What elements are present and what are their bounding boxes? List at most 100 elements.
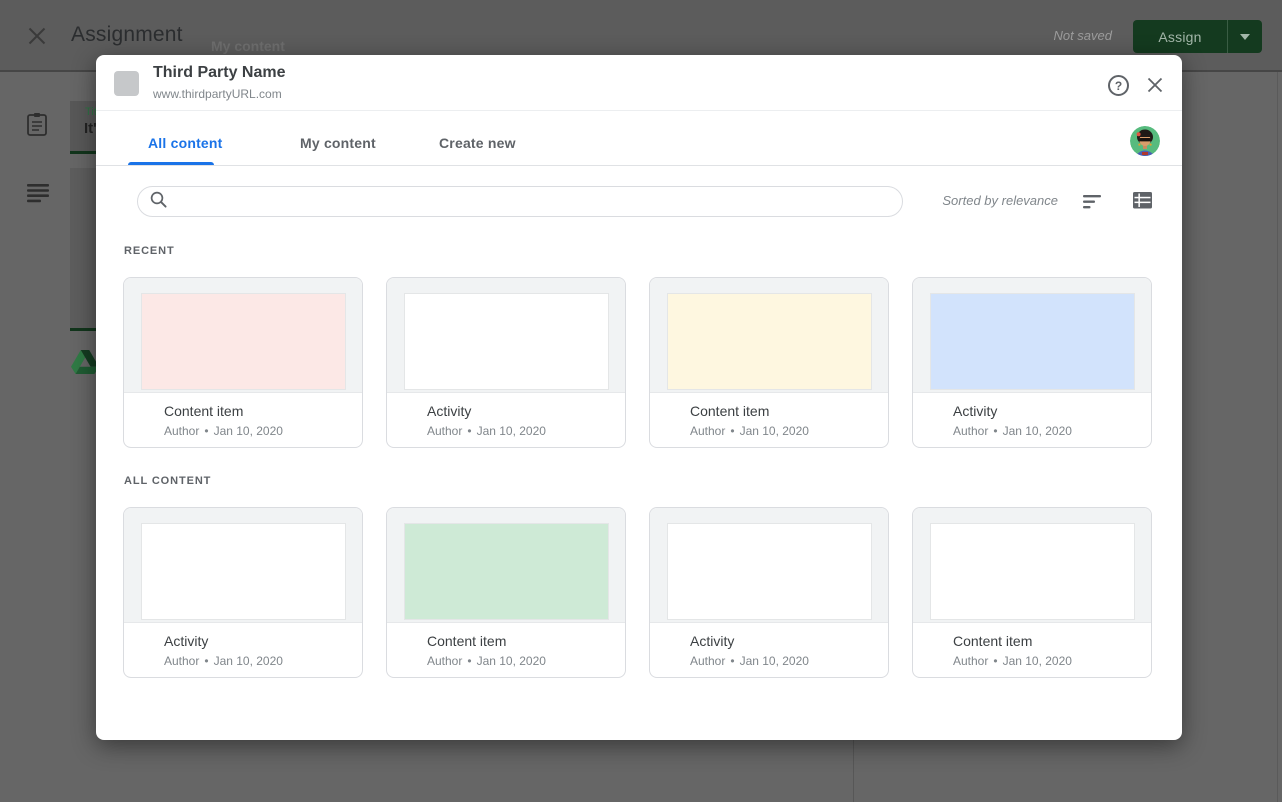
card-meta: Author • Jan 10, 2020	[164, 653, 348, 669]
card-thumbnail	[913, 278, 1151, 392]
card-meta: Author • Jan 10, 2020	[690, 653, 874, 669]
content-card[interactable]: Content item Author • Jan 10, 2020	[912, 507, 1152, 678]
card-footer: Activity Author • Jan 10, 2020	[124, 622, 362, 677]
card-meta: Author • Jan 10, 2020	[953, 653, 1137, 669]
third-party-picker-dialog: Third Party Name www.thirdpartyURL.com ?…	[96, 55, 1182, 740]
card-footer: Content item Author • Jan 10, 2020	[650, 392, 888, 447]
assign-button-divider	[1227, 20, 1228, 53]
card-meta: Author • Jan 10, 2020	[427, 423, 611, 439]
card-meta: Author • Jan 10, 2020	[953, 423, 1137, 439]
content-card[interactable]: Activity Author • Jan 10, 2020	[386, 277, 626, 448]
title-field-label: Tit	[85, 106, 97, 118]
assign-split-button[interactable]: Assign	[1133, 20, 1262, 53]
card-meta: Author • Jan 10, 2020	[690, 423, 874, 439]
card-meta: Author • Jan 10, 2020	[164, 423, 348, 439]
bullet-separator: •	[467, 654, 472, 668]
card-footer: Content item Author • Jan 10, 2020	[124, 392, 362, 447]
bullet-separator: •	[993, 654, 998, 668]
card-date: Jan 10, 2020	[739, 654, 809, 668]
third-party-url: www.thirdpartyURL.com	[153, 87, 282, 101]
help-glyph: ?	[1114, 78, 1123, 93]
card-date: Jan 10, 2020	[213, 424, 283, 438]
avatar[interactable]	[1130, 126, 1160, 156]
close-assignment-icon[interactable]	[27, 26, 47, 46]
card-title: Activity	[427, 403, 472, 419]
section-label-all-content: ALL CONTENT	[124, 475, 212, 487]
card-thumbnail	[387, 278, 625, 392]
card-date: Jan 10, 2020	[476, 424, 546, 438]
card-author: Author	[164, 654, 200, 668]
recent-card-row: Content item Author • Jan 10, 2020 Activit…	[123, 277, 1152, 448]
card-footer: Content item Author • Jan 10, 2020	[913, 622, 1151, 677]
card-preview	[668, 294, 871, 389]
content-card[interactable]: Content item Author • Jan 10, 2020	[123, 277, 363, 448]
search-icon	[150, 191, 167, 213]
card-author: Author	[164, 424, 200, 438]
sort-icon[interactable]	[1083, 195, 1101, 214]
card-author: Author	[953, 654, 989, 668]
card-date: Jan 10, 2020	[213, 654, 283, 668]
third-party-name: Third Party Name	[153, 64, 286, 81]
card-date: Jan 10, 2020	[1002, 424, 1072, 438]
card-meta: Author • Jan 10, 2020	[427, 653, 611, 669]
bullet-separator: •	[730, 654, 735, 668]
active-tab-underline	[128, 162, 214, 165]
card-footer: Activity Author • Jan 10, 2020	[650, 622, 888, 677]
card-footer: Content item Author • Jan 10, 2020	[387, 622, 625, 677]
card-thumbnail	[124, 508, 362, 622]
card-title: Content item	[427, 633, 507, 649]
card-preview	[668, 524, 871, 619]
third-party-logo	[114, 71, 139, 96]
tab-all-content[interactable]: All content	[148, 135, 223, 151]
bullet-separator: •	[204, 424, 209, 438]
card-thumbnail	[650, 278, 888, 392]
save-status: Not saved	[1053, 28, 1112, 43]
card-date: Jan 10, 2020	[739, 424, 809, 438]
card-title: Content item	[690, 403, 770, 419]
search-input[interactable]	[175, 189, 902, 214]
content-card[interactable]: Content item Author • Jan 10, 2020	[386, 507, 626, 678]
card-date: Jan 10, 2020	[476, 654, 546, 668]
section-label-recent: RECENT	[124, 245, 175, 257]
tab-bar: All content My content Create new	[96, 112, 1182, 166]
card-title: Activity	[690, 633, 735, 649]
tab-my-content[interactable]: My content	[300, 135, 376, 151]
content-card[interactable]: Content item Author • Jan 10, 2020	[649, 277, 889, 448]
chevron-down-icon	[1240, 33, 1250, 40]
bullet-separator: •	[993, 424, 998, 438]
card-footer: Activity Author • Jan 10, 2020	[387, 392, 625, 447]
card-date: Jan 10, 2020	[1002, 654, 1072, 668]
help-icon[interactable]: ?	[1108, 75, 1129, 96]
content-card[interactable]: Activity Author • Jan 10, 2020	[123, 507, 363, 678]
assign-button[interactable]: Assign	[1158, 28, 1202, 45]
card-preview	[931, 524, 1134, 619]
card-thumbnail	[650, 508, 888, 622]
google-drive-icon[interactable]	[71, 350, 99, 379]
content-card[interactable]: Activity Author • Jan 10, 2020	[912, 277, 1152, 448]
close-dialog-icon[interactable]	[1147, 77, 1163, 93]
card-author: Author	[427, 424, 463, 438]
card-preview	[142, 294, 345, 389]
tab-create-new[interactable]: Create new	[439, 135, 516, 151]
card-preview	[405, 524, 608, 619]
search-bar[interactable]	[137, 186, 903, 217]
sort-status-label: Sorted by relevance	[942, 193, 1058, 208]
card-thumbnail	[124, 278, 362, 392]
view-list-icon[interactable]	[1133, 192, 1152, 214]
card-title: Activity	[164, 633, 209, 649]
card-title: Activity	[953, 403, 998, 419]
card-thumbnail	[913, 508, 1151, 622]
ghost-text: My content	[211, 38, 285, 54]
bullet-separator: •	[204, 654, 209, 668]
card-author: Author	[427, 654, 463, 668]
card-preview	[142, 524, 345, 619]
assign-dropdown-button[interactable]	[1228, 20, 1262, 53]
content-card[interactable]: Activity Author • Jan 10, 2020	[649, 507, 889, 678]
card-title: Content item	[953, 633, 1033, 649]
dialog-header: Third Party Name www.thirdpartyURL.com ?	[96, 55, 1182, 111]
card-footer: Activity Author • Jan 10, 2020	[913, 392, 1151, 447]
card-preview	[931, 294, 1134, 389]
card-preview	[405, 294, 608, 389]
description-lines-icon	[27, 184, 49, 208]
assignment-clipboard-icon	[26, 112, 48, 142]
